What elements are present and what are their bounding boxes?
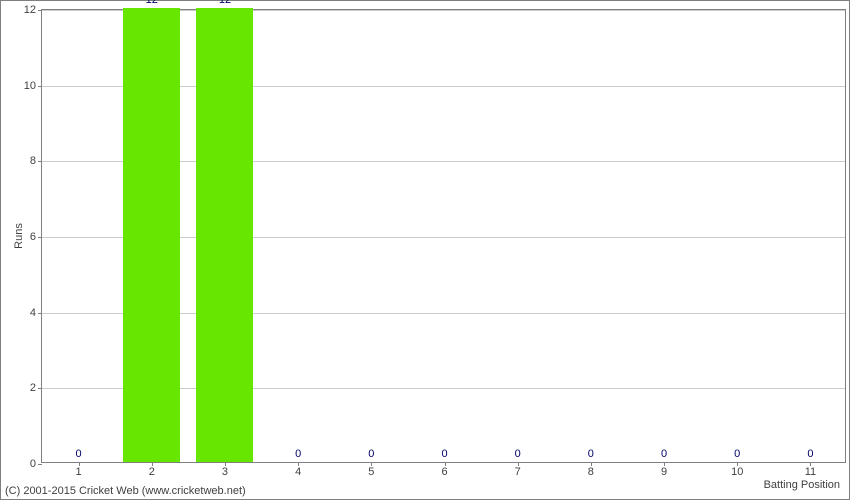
bar-value-label: 0 [76, 448, 82, 460]
bar-value-label: 0 [661, 448, 667, 460]
y-tick-mark [38, 464, 42, 465]
y-tick-label: 0 [30, 458, 36, 470]
y-tick-label: 6 [30, 231, 36, 243]
copyright-text: (C) 2001-2015 Cricket Web (www.cricketwe… [5, 485, 246, 497]
y-tick-label: 10 [24, 80, 36, 92]
x-tick-label: 7 [515, 466, 521, 478]
y-tick-mark [38, 237, 42, 238]
bar [196, 8, 253, 462]
x-tick-label: 9 [661, 466, 667, 478]
y-tick-mark [38, 388, 42, 389]
y-tick-label: 12 [24, 4, 36, 16]
y-tick-mark [38, 313, 42, 314]
x-tick-label: 2 [149, 466, 155, 478]
x-axis-title: Batting Position [764, 479, 840, 491]
x-tick-label: 11 [805, 466, 816, 478]
chart-frame: 0 2 4 6 8 10 12 0 1 12 2 12 3 0 4 0 5 0 6 0 7 0 8 0 9 0 10 0 11 Runs… [0, 0, 850, 500]
bar-value-label: 0 [807, 448, 813, 460]
x-tick-label: 6 [441, 466, 447, 478]
y-tick-mark [38, 10, 42, 11]
bar-value-label: 12 [146, 0, 158, 6]
y-tick-label: 8 [30, 155, 36, 167]
bar-value-label: 0 [368, 448, 374, 460]
x-tick-label: 8 [588, 466, 594, 478]
bar-value-label: 0 [734, 448, 740, 460]
bar-value-label: 0 [515, 448, 521, 460]
x-tick-label: 3 [222, 466, 228, 478]
y-tick-mark [38, 86, 42, 87]
plot-area: 02468101201122123040506070809010011 [41, 9, 846, 463]
y-tick-mark [38, 161, 42, 162]
y-tick-label: 2 [30, 382, 36, 394]
bar-value-label: 0 [441, 448, 447, 460]
bar [123, 8, 180, 462]
x-tick-label: 5 [368, 466, 374, 478]
x-tick-label: 1 [76, 466, 82, 478]
y-tick-label: 4 [30, 307, 36, 319]
bar-value-label: 12 [219, 0, 231, 6]
x-tick-label: 10 [731, 466, 743, 478]
bar-value-label: 0 [588, 448, 594, 460]
x-tick-label: 4 [295, 466, 301, 478]
bar-value-label: 0 [295, 448, 301, 460]
y-axis-title: Runs [13, 223, 25, 249]
